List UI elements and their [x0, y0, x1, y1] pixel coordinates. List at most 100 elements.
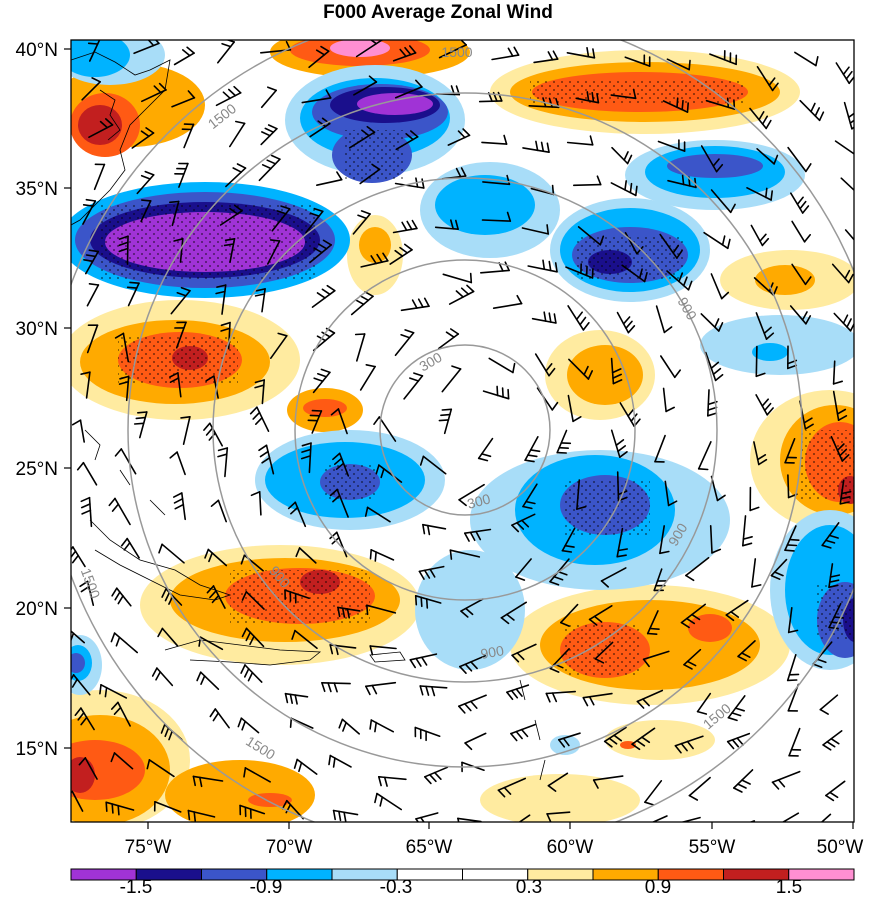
lat-label: 25°N [16, 459, 58, 480]
wind-barb-feather [135, 423, 144, 424]
wind-barb-feather [89, 43, 98, 44]
wind-barb-shaft [574, 185, 601, 186]
wind-barb-feather [832, 622, 841, 623]
wind-barb-feather [766, 188, 767, 197]
lon-ticks [148, 822, 853, 829]
lat-label: 15°N [16, 739, 58, 760]
wind-barb-feather [860, 149, 862, 158]
wind-barb-feather [371, 550, 372, 559]
wind-barb-feather [112, 804, 113, 813]
anomaly-blob [688, 614, 732, 642]
wind-barb-feather [699, 469, 708, 470]
anomaly-blob [65, 757, 95, 793]
wind-barb-feather [688, 103, 689, 112]
wind-barb-feather [142, 200, 151, 201]
lon-label: 55°W [689, 837, 736, 858]
wind-barb-feather [636, 186, 637, 195]
colorbar-tick-label: 1.5 [776, 877, 802, 898]
wind-barb-feather [181, 417, 190, 418]
wind-barb-shaft [756, 347, 757, 377]
wind-barb-shaft [618, 472, 619, 501]
anomaly-blob [67, 653, 85, 673]
wind-barb-feather [510, 829, 517, 834]
wind-barb-feather [128, 287, 137, 288]
colorbar [71, 869, 854, 880]
anomaly-blob [480, 774, 640, 826]
wind-barb-feather [683, 176, 684, 185]
wind-barb-feather [648, 634, 657, 635]
lat-label: 20°N [16, 599, 58, 620]
wind-barb-feather [471, 274, 472, 283]
ring-label: 1500 [441, 44, 472, 60]
anomaly-blob [755, 265, 815, 295]
anomaly-blob [78, 105, 122, 145]
lon-label: 50°W [817, 837, 864, 858]
wind-barb-feather [442, 409, 451, 410]
wind-barb-feather [813, 830, 821, 834]
wind-barb-feather [855, 145, 857, 154]
lat-label: 35°N [16, 179, 58, 200]
wind-barb-feather [821, 823, 829, 827]
wind-barb-feather [858, 236, 862, 244]
lon-label: 70°W [266, 837, 313, 858]
wind-barb-feather [91, 39, 100, 40]
wind-barb-feather [194, 812, 195, 821]
colorbar-tick-label: -0.9 [250, 877, 283, 898]
wind-barb-feather [441, 415, 450, 416]
wind-barb-feather [858, 186, 862, 194]
wind-barb-feather [559, 448, 568, 449]
figure-title: F000 Average Zonal Wind [323, 2, 553, 23]
wind-barb-feather [375, 35, 382, 40]
wind-barb-feather [271, 240, 280, 241]
wind-barb-shaft [480, 101, 502, 102]
wind-barb-feather [416, 596, 417, 605]
wind-barb-feather [817, 827, 825, 831]
wind-barb-feather [188, 811, 189, 820]
wind-barb-feather [643, 827, 649, 833]
wind-barb-feather [170, 202, 179, 203]
wind-barb-feather [771, 191, 772, 200]
wind-barb-feather [118, 806, 119, 815]
wind-barb-feather [100, 685, 101, 694]
wind-barb-feather [834, 617, 843, 618]
wind-barb-feather [367, 605, 368, 614]
wind-barb-feather [514, 826, 521, 831]
wind-barb-feather [861, 240, 865, 248]
wind-barb-feather [497, 386, 498, 395]
lon-labels: 75°W 70°W 65°W 60°W 55°W 50°W [125, 837, 864, 858]
wind-barb-feather [779, 825, 786, 831]
lon-label: 75°W [125, 837, 172, 858]
wind-barb-feather [682, 101, 683, 110]
wind-barb-feather [503, 388, 504, 397]
wind-barb-shaft [788, 475, 789, 498]
plot-area: 300 300 900 900 900 900 1500 1500 1500 1… [10, 10, 877, 850]
wind-barb-feather [774, 828, 781, 834]
wind-barb-shaft [599, 823, 618, 838]
wind-barb-feather [138, 412, 147, 413]
lat-labels: 40°N 35°N 30°N 25°N 20°N 15°N [16, 40, 58, 760]
colorbar-tick-label: 0.3 [516, 877, 542, 898]
wind-barb-feather [356, 334, 365, 335]
lat-ticks [64, 49, 71, 748]
wind-barb-feather [427, 599, 428, 608]
wind-barb-feather [790, 540, 799, 541]
wind-barb-feather [508, 390, 509, 399]
anomaly-blob [415, 550, 525, 670]
anomaly-blob [165, 760, 315, 830]
wind-barb-feather [130, 282, 139, 283]
wind-barb-feather [854, 232, 858, 240]
wind-barb-feather [681, 823, 686, 830]
wind-barb-feather [291, 718, 292, 727]
wind-barb-feather [450, 550, 451, 559]
wind-barb-feather [439, 420, 448, 421]
wind-barb-shaft [128, 236, 129, 264]
colorbar-tick-label: -1.5 [120, 877, 153, 898]
lat-label: 30°N [16, 319, 58, 340]
colorbar-tick-label: 0.9 [645, 877, 671, 898]
wind-barb-shaft [834, 361, 835, 384]
wind-barb-shaft [483, 220, 511, 221]
wind-barb-feather [136, 418, 145, 419]
anomaly-blob [667, 154, 763, 178]
